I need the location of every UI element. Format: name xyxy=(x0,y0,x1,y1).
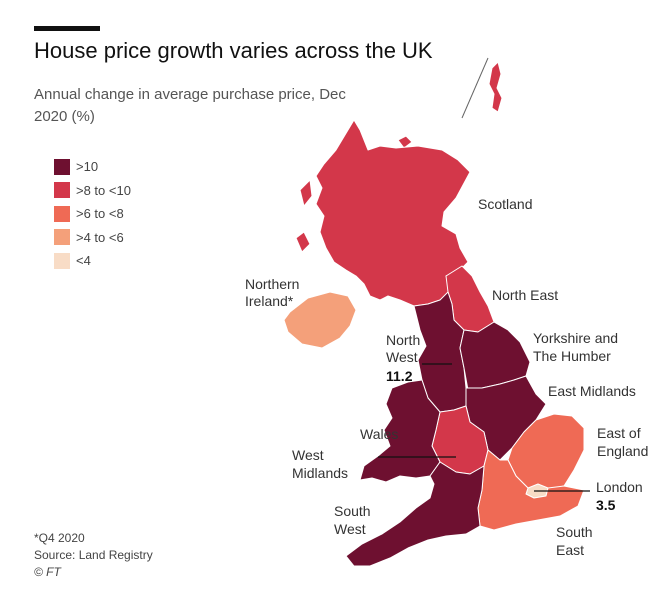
scotland-island-hebrides xyxy=(299,179,313,207)
label-scotland: Scotland xyxy=(478,196,532,212)
legend-label: >4 to <6 xyxy=(76,229,124,245)
credit: © FT xyxy=(34,565,61,579)
label-west-midlands-2: Midlands xyxy=(292,465,348,481)
label-northern-ireland-1: Northern xyxy=(245,276,299,292)
legend-swatch xyxy=(54,252,70,269)
source-note: Source: Land Registry xyxy=(34,548,153,562)
legend-swatch xyxy=(54,229,70,246)
legend-label: >6 to <8 xyxy=(76,206,124,222)
label-south-east-2: East xyxy=(556,542,584,558)
label-wales: Wales xyxy=(360,426,398,442)
inset-divider xyxy=(461,57,489,119)
legend-label: >10 xyxy=(76,159,99,175)
orkney-islands xyxy=(397,135,413,149)
legend-label: <4 xyxy=(76,253,91,269)
chart-subtitle: Annual change in average purchase price,… xyxy=(34,86,346,125)
label-north-west-2: West xyxy=(386,349,418,365)
label-london: London xyxy=(596,479,643,495)
legend-item-gt10: >10 xyxy=(54,155,131,179)
legend-item-4-6: >4 to <6 xyxy=(54,226,131,250)
legend-item-lt4: <4 xyxy=(54,249,131,273)
chart-title: House price growth varies across the UK xyxy=(34,38,433,63)
region-south-east xyxy=(477,449,585,531)
label-south-west-1: South xyxy=(334,503,371,519)
label-south-west-2: West xyxy=(334,521,366,537)
legend-item-8-10: >8 to <10 xyxy=(54,179,131,203)
label-north-east: North East xyxy=(492,287,558,303)
footer: *Q4 2020 Source: Land Registry © FT xyxy=(34,530,153,581)
label-north-west-1: North xyxy=(386,332,420,348)
value-london: 3.5 xyxy=(596,497,616,513)
region-northern-ireland xyxy=(283,291,357,349)
legend-swatch xyxy=(54,205,70,222)
scotland-island-west xyxy=(295,231,311,253)
label-east-of-england-2: England xyxy=(597,443,648,459)
value-north-west: 11.2 xyxy=(386,368,413,384)
footnote: *Q4 2020 xyxy=(34,531,85,545)
legend: >10 >8 to <10 >6 to <8 >4 to <6 <4 xyxy=(54,155,131,273)
title-accent-bar xyxy=(34,26,100,31)
label-northern-ireland-2: Ireland* xyxy=(245,293,294,309)
legend-item-6-8: >6 to <8 xyxy=(54,202,131,226)
label-yorkshire-1: Yorkshire and xyxy=(533,330,618,346)
label-yorkshire-2: The Humber xyxy=(533,348,611,364)
label-east-of-england-1: East of xyxy=(597,425,641,441)
legend-swatch xyxy=(54,182,70,199)
label-west-midlands-1: West xyxy=(292,447,324,463)
label-east-midlands: East Midlands xyxy=(548,383,636,399)
legend-label: >8 to <10 xyxy=(76,182,131,198)
legend-swatch xyxy=(54,158,70,175)
label-south-east-1: South xyxy=(556,524,593,540)
shetland-islands xyxy=(488,61,503,113)
region-south-west xyxy=(345,461,485,567)
